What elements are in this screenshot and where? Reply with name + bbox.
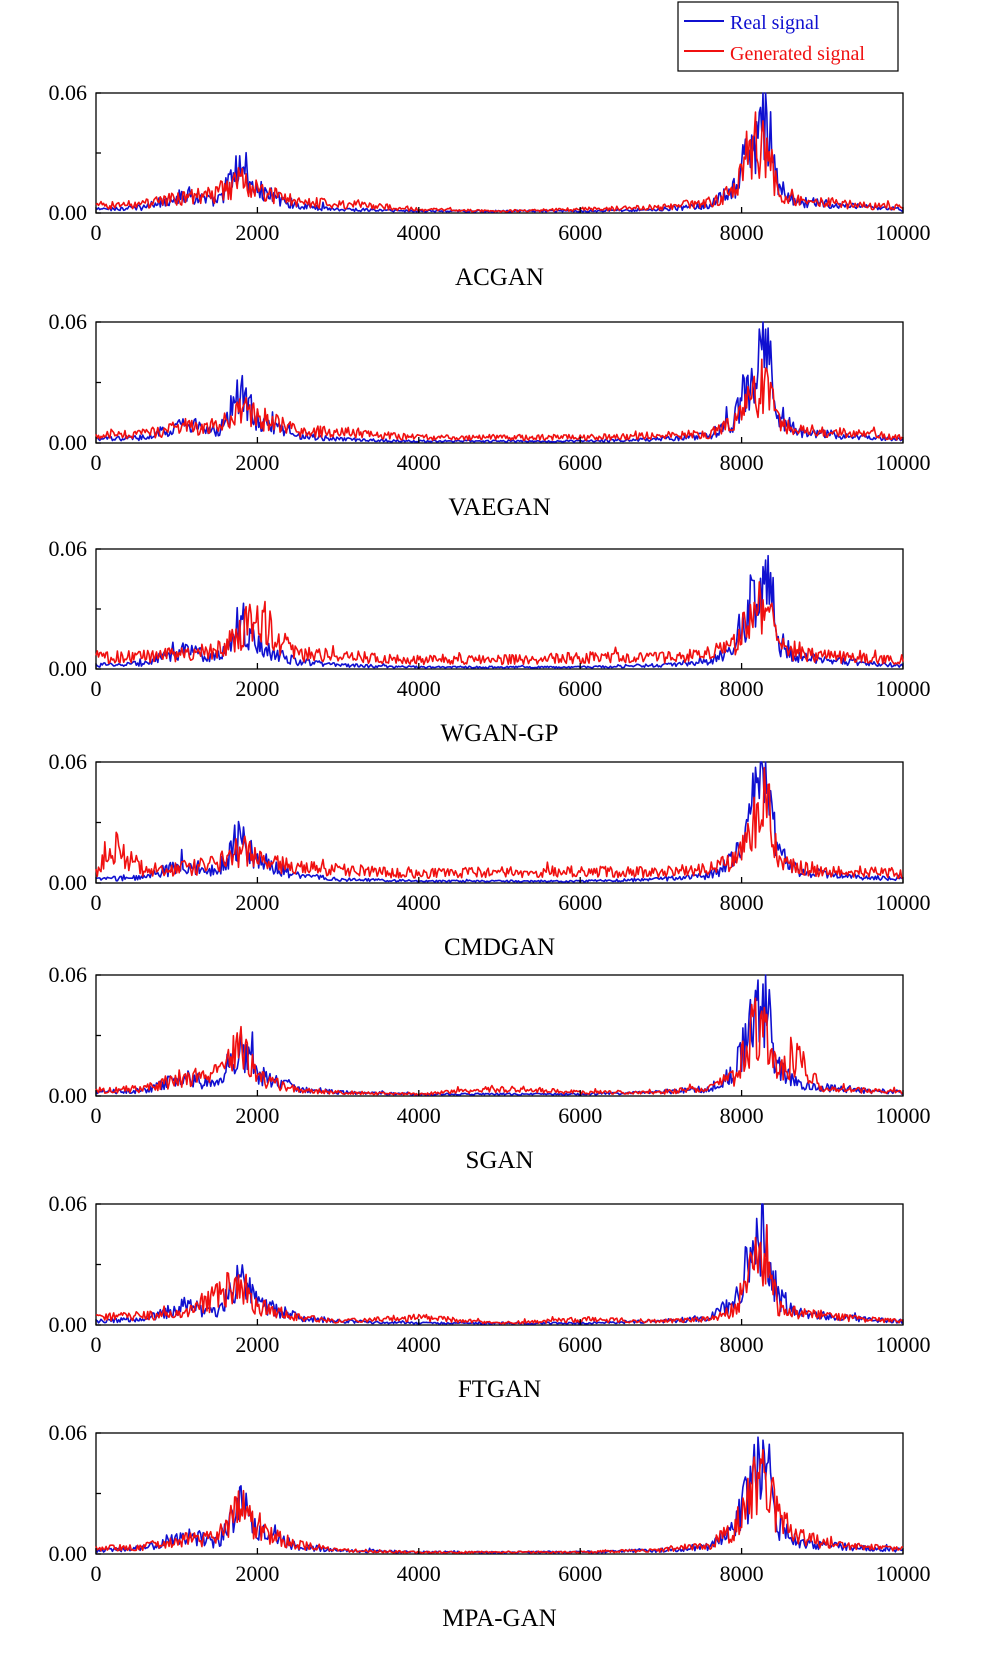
- x-tick-label: 10000: [876, 220, 931, 245]
- series-line-real: [95, 92, 904, 213]
- x-tick-label: 0: [91, 1332, 102, 1357]
- x-tick-label: 4000: [397, 220, 441, 245]
- y-tick-label: 0.00: [49, 430, 88, 455]
- x-tick-label: 4000: [397, 1103, 441, 1128]
- x-tick-label: 6000: [558, 1332, 602, 1357]
- y-tick-label: 0.00: [49, 200, 88, 225]
- series-line-generated: [95, 1224, 904, 1325]
- panel-title: VAEGAN: [448, 494, 550, 521]
- legend: Real signal Generated signal: [677, 1, 899, 72]
- series-line-real: [95, 554, 904, 669]
- series-line-generated: [95, 581, 904, 666]
- x-tick-label: 6000: [558, 220, 602, 245]
- chart-panel: 0 2000 4000 6000 8000 10000 0.00 0.06 WGAN-GP: [49, 536, 931, 747]
- x-tick-label: 2000: [235, 676, 279, 701]
- x-tick-label: 0: [91, 676, 102, 701]
- y-tick-label: 0.06: [49, 1191, 88, 1216]
- panel-title: WGAN-GP: [440, 720, 558, 747]
- x-tick-label: 4000: [397, 890, 441, 915]
- x-tick-label: 6000: [558, 450, 602, 475]
- x-tick-label: 2000: [235, 1103, 279, 1128]
- series-line-real: [95, 321, 904, 443]
- x-tick-label: 2000: [235, 1332, 279, 1357]
- x-tick-label: 6000: [558, 676, 602, 701]
- x-tick-label: 0: [91, 890, 102, 915]
- x-tick-label: 4000: [397, 1561, 441, 1586]
- x-tick-label: 2000: [235, 890, 279, 915]
- series-line-generated: [95, 111, 904, 213]
- x-tick-label: 10000: [876, 1561, 931, 1586]
- panel-title: SGAN: [465, 1147, 533, 1174]
- x-tick-label: 4000: [397, 1332, 441, 1357]
- y-tick-label: 0.06: [49, 536, 88, 561]
- x-tick-label: 2000: [235, 1561, 279, 1586]
- series-line-generated: [95, 358, 904, 442]
- x-tick-label: 10000: [876, 676, 931, 701]
- chart-panel: 0 2000 4000 6000 8000 10000 0.00 0.06 CMDGAN: [49, 749, 931, 961]
- x-tick-label: 6000: [558, 1561, 602, 1586]
- y-tick-label: 0.00: [49, 1312, 88, 1337]
- x-tick-label: 8000: [720, 890, 764, 915]
- y-tick-label: 0.00: [49, 870, 88, 895]
- chart-panel: 0 2000 4000 6000 8000 10000 0.00 0.06 FTGAN: [49, 1191, 931, 1403]
- x-tick-label: 8000: [720, 1561, 764, 1586]
- chart-panel: 0 2000 4000 6000 8000 10000 0.00 0.06 SGAN: [49, 962, 931, 1174]
- x-tick-label: 0: [91, 220, 102, 245]
- x-tick-label: 8000: [720, 450, 764, 475]
- x-tick-label: 10000: [876, 890, 931, 915]
- x-tick-label: 0: [91, 1103, 102, 1128]
- legend-label-generated: Generated signal: [730, 43, 865, 65]
- series-line-real: [95, 761, 904, 883]
- x-tick-label: 0: [91, 450, 102, 475]
- x-tick-label: 4000: [397, 676, 441, 701]
- panel-title: ACGAN: [455, 264, 544, 291]
- y-tick-label: 0.06: [49, 962, 88, 987]
- series-line-generated: [95, 997, 904, 1096]
- x-tick-label: 8000: [720, 676, 764, 701]
- y-tick-label: 0.06: [49, 80, 88, 105]
- x-tick-label: 0: [91, 1561, 102, 1586]
- series-line-real: [95, 974, 904, 1096]
- panels: 0 2000 4000 6000 8000 10000 0.00 0.06 ACGAN 0 2000…: [49, 80, 931, 1632]
- panel-title: MPA-GAN: [442, 1605, 556, 1632]
- y-tick-label: 0.06: [49, 309, 88, 334]
- x-tick-label: 8000: [720, 1103, 764, 1128]
- chart-panel: 0 2000 4000 6000 8000 10000 0.00 0.06 MPA-GAN: [49, 1420, 931, 1632]
- chart-panel: 0 2000 4000 6000 8000 10000 0.00 0.06 ACGAN: [49, 80, 931, 291]
- y-tick-label: 0.06: [49, 1420, 88, 1445]
- legend-label-real: Real signal: [730, 12, 820, 34]
- x-tick-label: 8000: [720, 220, 764, 245]
- plot-frame: [95, 974, 904, 1097]
- x-tick-label: 4000: [397, 450, 441, 475]
- x-tick-label: 10000: [876, 1332, 931, 1357]
- legend-box: [677, 1, 899, 72]
- x-tick-label: 10000: [876, 450, 931, 475]
- chart-panel: 0 2000 4000 6000 8000 10000 0.00 0.06 VAEGAN: [49, 309, 931, 521]
- x-tick-label: 6000: [558, 890, 602, 915]
- x-tick-label: 2000: [235, 450, 279, 475]
- x-tick-label: 6000: [558, 1103, 602, 1128]
- y-tick-label: 0.00: [49, 1541, 88, 1566]
- y-tick-label: 0.00: [49, 1083, 88, 1108]
- x-tick-label: 10000: [876, 1103, 931, 1128]
- x-tick-label: 8000: [720, 1332, 764, 1357]
- panel-title: CMDGAN: [444, 934, 555, 961]
- x-tick-label: 2000: [235, 220, 279, 245]
- y-tick-label: 0.00: [49, 656, 88, 681]
- series-line-generated: [95, 1449, 904, 1554]
- series-line-generated: [95, 767, 904, 880]
- panel-title: FTGAN: [458, 1376, 541, 1403]
- y-tick-label: 0.06: [49, 749, 88, 774]
